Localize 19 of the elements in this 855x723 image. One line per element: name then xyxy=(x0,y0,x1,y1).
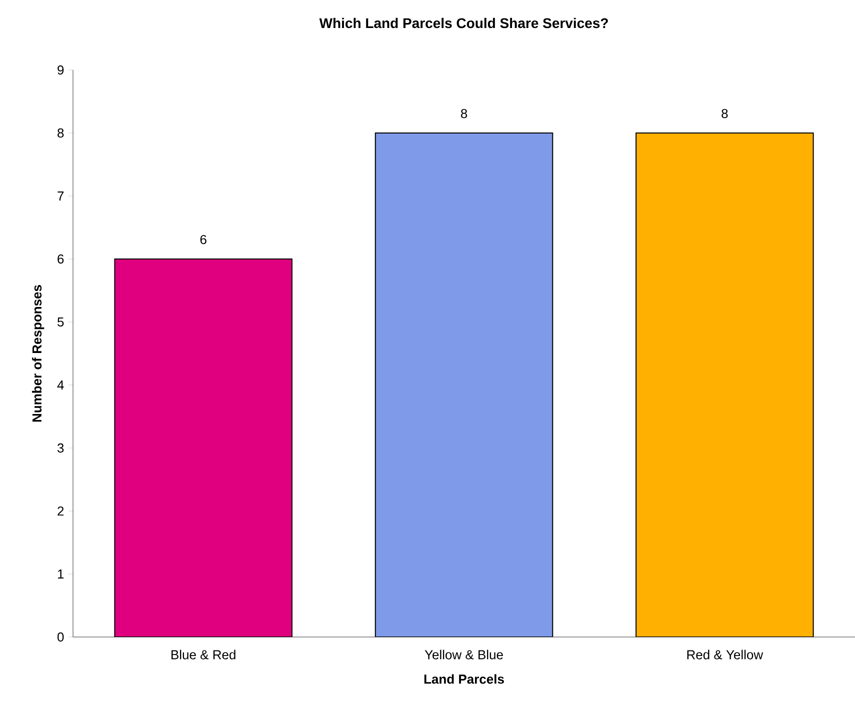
y-axis-title: Number of Responses xyxy=(32,285,44,422)
data-label: 8 xyxy=(722,108,728,118)
y-tick-label: 0 xyxy=(58,632,64,642)
y-tick-label: 1 xyxy=(58,570,64,578)
y-tick-label: 8 xyxy=(58,128,64,138)
x-tick-label: Red & Yellow xyxy=(687,650,764,660)
x-tick-label: Yellow & Blue xyxy=(424,650,503,660)
y-tick-label: 9 xyxy=(58,65,64,75)
data-label: 8 xyxy=(460,108,468,118)
chart-title: Which Land Parcels Could Share Services? xyxy=(319,18,608,28)
y-tick-label: 4 xyxy=(57,380,64,390)
data-label: 6 xyxy=(200,234,206,244)
y-tick-label: 7 xyxy=(58,192,64,200)
y-tick-label: 2 xyxy=(58,506,64,516)
y-tick-label: 6 xyxy=(58,254,64,264)
x-tick-label: Blue & Red xyxy=(172,650,236,660)
x-axis-title: Land Parcels xyxy=(424,674,504,684)
y-tick-label: 3 xyxy=(57,443,64,453)
y-tick-label: 5 xyxy=(58,317,64,327)
